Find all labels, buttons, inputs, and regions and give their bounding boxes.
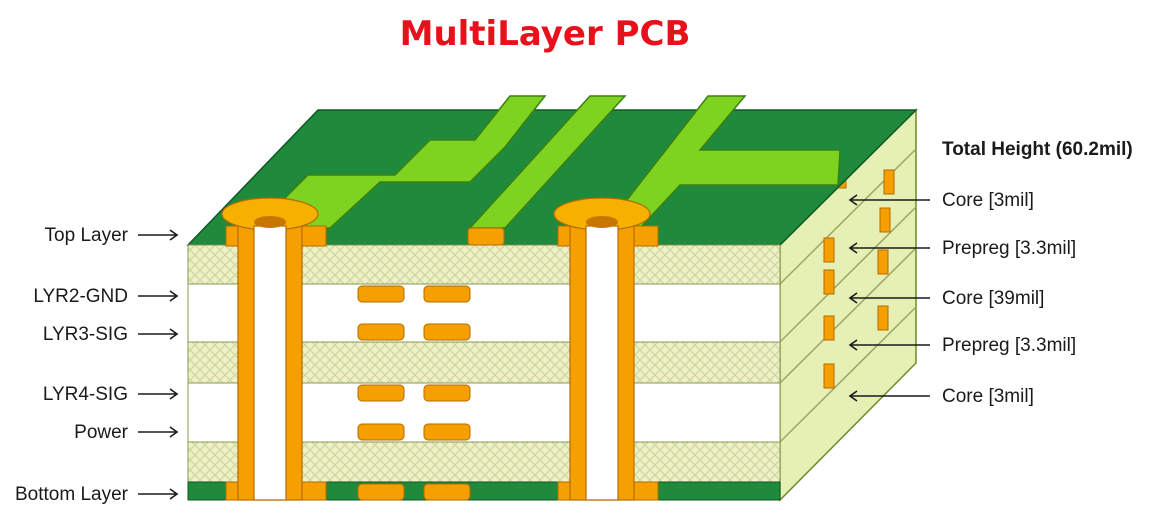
label-top-layer: Top Layer: [45, 225, 129, 246]
label-core-39mil: Core [39mil]: [942, 288, 1044, 309]
inner-copper-pads: [357, 285, 471, 501]
arrow-right-icon: [138, 388, 179, 400]
label-total-height: Total Height (60.2mil): [942, 139, 1133, 160]
arrow-left-icon: [848, 242, 930, 254]
label-lyr2-gnd: LYR2-GND: [33, 286, 128, 307]
arrow-left-icon: [848, 194, 930, 206]
via-right: [553, 197, 659, 501]
arrow-right-icon: [138, 229, 179, 241]
arrow-right-icon: [138, 290, 179, 302]
label-power: Power: [74, 422, 129, 443]
label-core-3mil-top: Core [3mil]: [942, 190, 1034, 211]
arrow-left-icon: [848, 390, 930, 402]
label-core-3mil-bottom: Core [3mil]: [942, 386, 1034, 407]
label-prepreg-lower: Prepreg [3.3mil]: [942, 335, 1076, 356]
arrow-left-icon: [848, 339, 930, 351]
label-bottom-layer: Bottom Layer: [15, 484, 129, 505]
label-lyr4-sig: LYR4-SIG: [43, 384, 128, 405]
via-left: [221, 197, 327, 501]
top-copper-pads: [467, 227, 505, 246]
arrow-right-icon: [138, 426, 179, 438]
label-prepreg-upper: Prepreg [3.3mil]: [942, 238, 1076, 259]
label-lyr3-sig: LYR3-SIG: [43, 324, 128, 345]
arrow-right-icon: [138, 488, 179, 500]
right-labels: Total Height (60.2mil) Core [3mil] Prepr…: [848, 139, 1133, 407]
page-title: MultiLayer PCB: [399, 14, 691, 54]
left-labels: Top Layer LYR2-GND LYR3-SIG LYR4-SIG Pow…: [15, 225, 179, 505]
arrow-right-icon: [138, 328, 179, 340]
top-traces: [253, 95, 841, 229]
arrow-left-icon: [848, 292, 930, 304]
